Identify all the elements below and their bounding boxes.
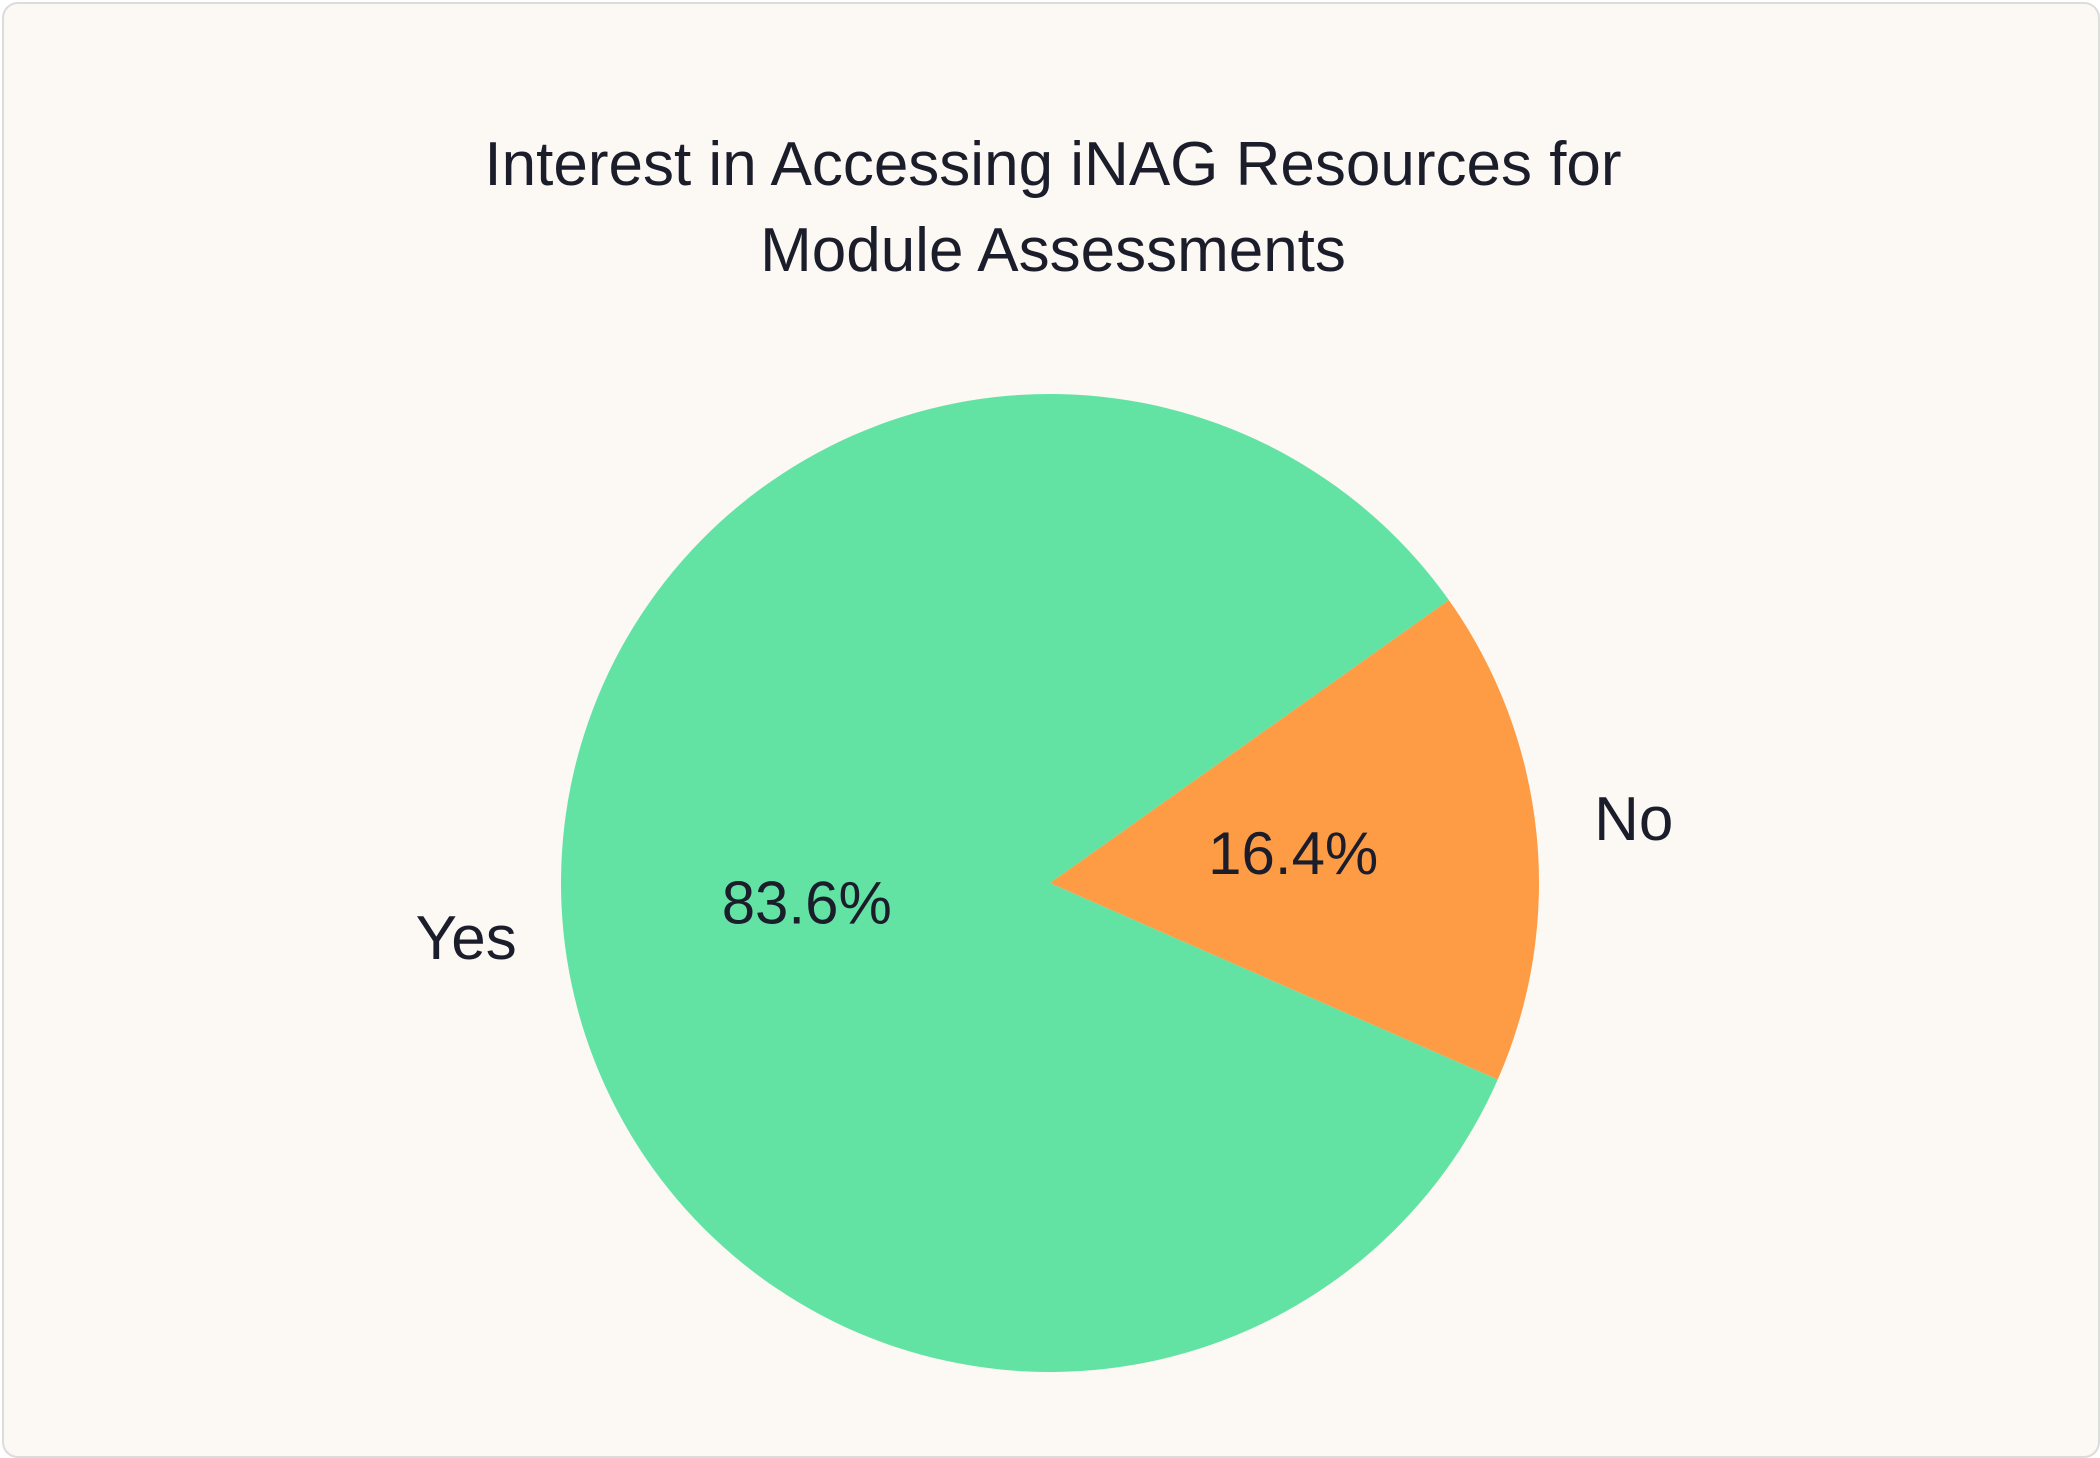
pie-category-label-no: No: [1594, 785, 1673, 854]
pie-slices: [561, 393, 1539, 1373]
chart-title: Interest in Accessing iNAG Resources for…: [4, 122, 2100, 294]
pie-slice-yes: [561, 393, 1498, 1373]
chart-title-line-2: Module Assessments: [760, 216, 1346, 285]
pie-value-label-no: 16.4%: [1208, 820, 1378, 887]
pie-category-label-yes: Yes: [416, 904, 517, 973]
pie-value-label-yes: 83.6%: [722, 870, 892, 937]
chart-title-line-1: Interest in Accessing iNAG Resources for: [484, 130, 1622, 199]
pie-labels: 83.6% Yes 16.4% No: [416, 785, 1674, 973]
pie-slice-no: [1050, 600, 1539, 1080]
